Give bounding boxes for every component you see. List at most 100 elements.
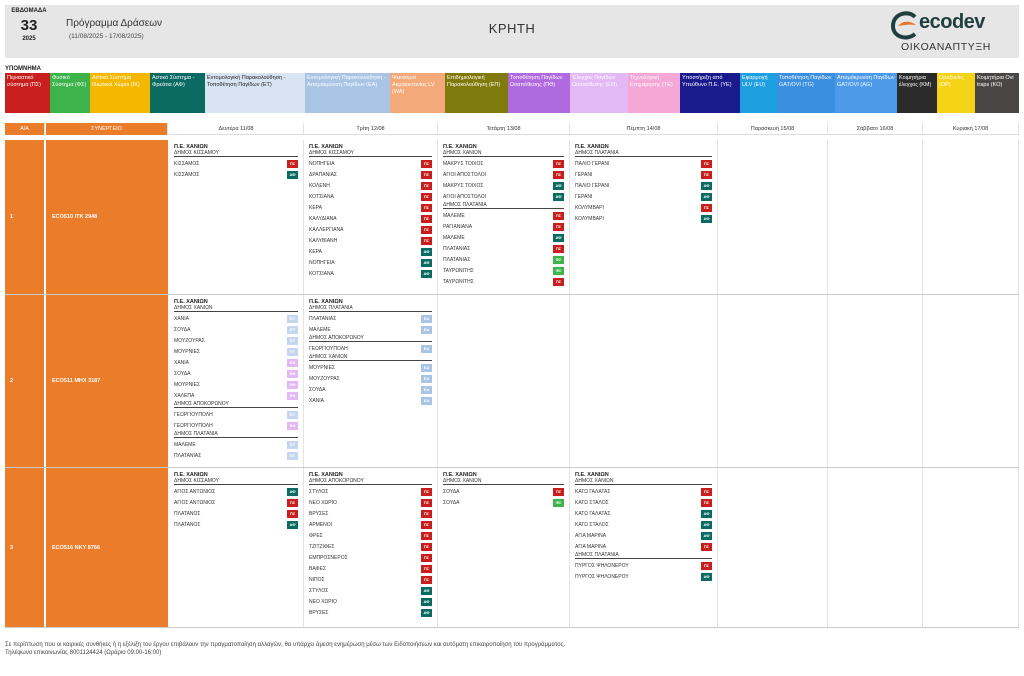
activity-badge: ΕΤ bbox=[287, 440, 298, 449]
list-item: ΝΟΠΗΓΕΙΑ ΠΣ bbox=[309, 158, 432, 169]
location-name: ΠΥΡΓΟΣ ΨΗΛΟΝΕΡΟΥ bbox=[575, 573, 629, 580]
logo-word: ecodev bbox=[919, 11, 985, 33]
activity-badge: ΕΑ bbox=[421, 385, 432, 394]
list-item: ΑΡΜΕΝΟΙ ΠΣ bbox=[309, 519, 432, 530]
list-item: ΠΛΑΤΑΝΙΑΣ ΠΣ bbox=[443, 243, 564, 254]
location-name: ΜΟΥΡΝΙΕΣ bbox=[174, 348, 200, 355]
location-name: ΚΑΤΩ ΓΑΛΑΤΑΣ bbox=[575, 510, 611, 517]
day-cell bbox=[718, 140, 828, 294]
list-item: ΓΕΩΡΓΙΟΥΠΟΛΗ ΕΤ bbox=[174, 409, 298, 420]
list-item: ΚΟΛΥΜΒΑΡΙ ΠΣ bbox=[575, 202, 712, 213]
footer-line-1: Σε περίπτωση που οι καιρικές συνθήκες ή … bbox=[5, 642, 566, 648]
municipality: ΔΗΜΟΣ ΠΛΑΤΑΝΙΑ bbox=[575, 150, 712, 157]
location-name: ΣΟΥΔΑ bbox=[174, 370, 191, 377]
activity-badge: ΠΣ bbox=[701, 487, 712, 496]
municipality: ΔΗΜΟΣ ΚΙΣΣΑΜΟΥ bbox=[309, 150, 432, 157]
legend-item-11: Υποστήριξη από Υπεύθυνο Π.Ε. (ΥΕ) bbox=[680, 73, 740, 113]
list-item: ΜΑΚΡΥΣ ΤΟΙΧΟΣ ΑΦ bbox=[443, 180, 564, 191]
location-name: ΚΑΛΛΕΡΓΙΑΝΑ bbox=[309, 226, 344, 233]
activity-badge: ΑΦ bbox=[421, 597, 432, 606]
legend-item-17: Κοιμητήρια Ovi traps (KO) bbox=[975, 73, 1019, 113]
list-item: ΜΟΥΡΝΙΕΣ ΕΑ bbox=[309, 362, 432, 373]
activity-badge: ΑΦ bbox=[701, 531, 712, 540]
list-item: ΜΑΛΕΜΕ ΑΦ bbox=[443, 232, 564, 243]
location-name: ΓΕΩΡΓΙΟΥΠΟΛΗ bbox=[174, 422, 213, 429]
activity-badge: ΑΦ bbox=[553, 233, 564, 242]
list-item: ΚΑΤΩ ΣΤΑΛΟΣ ΑΦ bbox=[575, 519, 712, 530]
location-name: ΚΑΤΩ ΣΤΑΛΟΣ bbox=[575, 521, 609, 528]
location-name: ΜΟΥΡΝΙΕΣ bbox=[174, 381, 200, 388]
day-cell bbox=[828, 295, 923, 467]
location-name: ΠΛΑΤΑΝΟΣ bbox=[174, 510, 201, 517]
list-item: ΠΛΑΤΑΝΙΑΣ ΕΤ bbox=[174, 450, 298, 461]
table-row: 1 ECO510 ΙΤΚ 2948 Π.Ε. ΧΑΝΙΩΝ ΔΗΜΟΣ ΚΙΣΣΑΜΟ… bbox=[5, 140, 1019, 295]
day-cell: Π.Ε. ΧΑΝΙΩΝ ΔΗΜΟΣ ΧΑΝΙΩΝ ΣΟΥΔΑ ΠΣ ΣΟΥΔΑ ΦΣ bbox=[438, 468, 570, 627]
list-item: ΑΓΙΑ ΜΑΡΙΝΑ ΠΣ bbox=[575, 541, 712, 552]
list-item: ΒΡΥΣΕΣ ΑΦ bbox=[309, 607, 432, 618]
list-item: ΚΕΡΑ ΑΦ bbox=[309, 246, 432, 257]
location-name: ΓΕΡΑΝΙ bbox=[575, 193, 593, 200]
location-name: ΠΛΑΤΑΝΟΣ bbox=[174, 521, 201, 528]
activity-badge: ΑΦ bbox=[287, 520, 298, 529]
list-item: ΠΛΑΤΑΝΟΣ ΠΣ bbox=[174, 508, 298, 519]
location-name: ΜΑΚΡΥΣ ΤΟΙΧΟΣ bbox=[443, 160, 484, 167]
location-name: ΚΟΛΕΝΗ bbox=[309, 182, 330, 189]
activity-badge: ΑΦ bbox=[701, 572, 712, 581]
location-name: ΒΡΥΣΕΣ bbox=[309, 510, 329, 517]
list-item: ΝΕΟ ΧΩΡΙΟ ΠΣ bbox=[309, 497, 432, 508]
activity-badge: ΠΣ bbox=[421, 236, 432, 245]
list-item: ΚΟΤΣΙΑΝΑ ΑΦ bbox=[309, 268, 432, 279]
list-item: ΚΟΛΕΝΗ ΠΣ bbox=[309, 180, 432, 191]
activity-badge: ΑΦ bbox=[287, 170, 298, 179]
activity-badge: ΑΦ bbox=[421, 608, 432, 617]
row-number: 3 bbox=[5, 468, 45, 627]
location-name: ΝΟΠΗΓΕΙΑ bbox=[309, 259, 335, 266]
list-item: ΝΟΠΗΓΕΙΑ ΑΦ bbox=[309, 257, 432, 268]
municipality: ΔΗΜΟΣ ΠΛΑΤΑΝΙΑ bbox=[309, 305, 432, 312]
activity-badge: ΠΣ bbox=[421, 564, 432, 573]
location-name: ΑΓΙΟΙ ΑΠΟΣΤΟΛΟΙ bbox=[443, 171, 487, 178]
location-name: ΧΑΝΙΑ bbox=[174, 315, 190, 322]
list-item: ΑΓΙΟΣ ΑΝΤΩΝΙΟΣ ΠΣ bbox=[174, 497, 298, 508]
location-name: ΠΥΡΓΟΣ ΨΗΛΟΝΕΡΟΥ bbox=[575, 562, 629, 569]
activity-badge: ΕΘ bbox=[287, 391, 298, 400]
list-item: ΧΑΝΙΑ ΕΑ bbox=[309, 395, 432, 406]
location-name: ΝΕΟ ΧΩΡΙΟ bbox=[309, 499, 337, 506]
activity-badge: ΠΣ bbox=[421, 225, 432, 234]
location-name: ΠΑΛΙΟ ΓΕΡΑΝΙ bbox=[575, 160, 610, 167]
day-cell bbox=[828, 468, 923, 627]
activity-badge: ΠΣ bbox=[421, 520, 432, 529]
list-item: ΡΑΓΙΑΝΙΑΝΑ ΠΣ bbox=[443, 221, 564, 232]
activity-badge: ΑΦ bbox=[421, 247, 432, 256]
location-name: ΚΟΤΣΙΑΝΑ bbox=[309, 193, 334, 200]
location-name: ΑΓΙΑ ΜΑΡΙΝΑ bbox=[575, 532, 607, 539]
list-item: ΠΥΡΓΟΣ ΨΗΛΟΝΕΡΟΥ ΠΣ bbox=[575, 560, 712, 571]
list-item: ΠΛΑΤΑΝΙΑΣ ΕΑ bbox=[309, 313, 432, 324]
legend-item-16: Οροξυνίες (OP) bbox=[937, 73, 975, 113]
location-name: ΠΛΑΤΑΝΙΑΣ bbox=[309, 315, 337, 322]
list-item: ΣΟΥΔΑ ΦΣ bbox=[443, 497, 564, 508]
list-item: ΧΑΛΕΠΑ ΕΘ bbox=[174, 390, 298, 401]
activity-badge: ΠΣ bbox=[287, 509, 298, 518]
program-title: Πρόγραμμα Δράσεων bbox=[66, 18, 163, 29]
list-item: ΚΑΛΛΕΡΓΙΑΝΑ ΠΣ bbox=[309, 224, 432, 235]
activity-badge: ΠΣ bbox=[553, 277, 564, 286]
activity-badge: ΠΣ bbox=[701, 498, 712, 507]
location-name: ΤΑΥΡΩΝΙΤΗΣ bbox=[443, 278, 474, 285]
regional-unit: Π.Ε. ΧΑΝΙΩΝ bbox=[174, 144, 208, 150]
location-name: ΓΕΩΡΓΙΟΥΠΟΛΗ bbox=[174, 411, 213, 418]
list-item: ΠΛΑΤΑΝΙΑΣ ΦΣ bbox=[443, 254, 564, 265]
activity-badge: ΕΘ bbox=[287, 380, 298, 389]
location-name: ΑΓΙΟΙ ΑΠΟΣΤΟΛΟΙ bbox=[443, 193, 487, 200]
list-item: ΤΑΥΡΩΝΙΤΗΣ ΦΣ bbox=[443, 265, 564, 276]
legend-item-4: Εντομολογική Παρακολούθηση - Τοποθέτηση … bbox=[205, 73, 305, 113]
day-cell: Π.Ε. ΧΑΝΙΩΝ ΔΗΜΟΣ ΚΙΣΣΑΜΟΥ ΝΟΠΗΓΕΙΑ ΠΣ ΔΡΑΠΑ… bbox=[304, 140, 438, 294]
day-cell bbox=[923, 468, 1019, 627]
location-name: ΚΙΣΣΑΜΟΣ bbox=[174, 171, 200, 178]
week-year: 2025 bbox=[22, 36, 36, 42]
legend-item-2: Αστικό Σύστημα Ιδιωτικοί Χώροι (ΙΧ) bbox=[90, 73, 150, 113]
activity-badge: ΠΣ bbox=[287, 498, 298, 507]
list-item: ΜΟΥΡΝΙΕΣ ΕΤ bbox=[174, 346, 298, 357]
location-name: ΣΤΥΛΟΣ bbox=[309, 488, 329, 495]
municipality: ΔΗΜΟΣ ΧΑΝΙΩΝ bbox=[309, 354, 432, 361]
